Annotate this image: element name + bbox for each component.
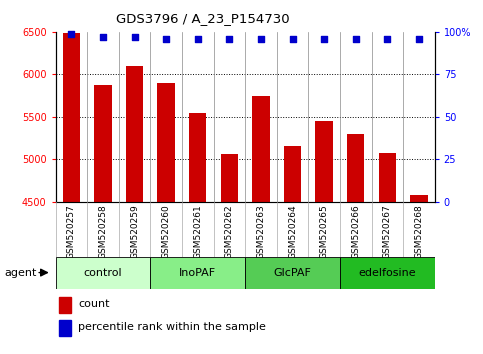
Point (352, 36, 359, 41)
Bar (245, 257, 340, 289)
Bar (221, 154, 238, 202)
Point (99, 34, 107, 40)
Text: GSM520268: GSM520268 (414, 205, 424, 259)
Point (320, 36, 328, 41)
Text: percentile rank within the sample: percentile rank within the sample (78, 322, 266, 332)
Bar (315, 121, 333, 202)
Text: GlcPAF: GlcPAF (273, 268, 312, 278)
Text: GSM520267: GSM520267 (383, 205, 392, 259)
Bar (252, 96, 270, 202)
Text: GSM520261: GSM520261 (193, 205, 202, 259)
Text: GSM520263: GSM520263 (256, 205, 266, 259)
Text: agent: agent (5, 268, 37, 278)
Bar (379, 153, 396, 202)
Text: GSM520264: GSM520264 (288, 205, 297, 259)
Text: GSM520257: GSM520257 (67, 205, 76, 259)
Text: GSM520265: GSM520265 (320, 205, 328, 259)
Text: GSM520260: GSM520260 (162, 205, 170, 259)
Point (384, 36, 391, 41)
Text: control: control (84, 268, 122, 278)
Text: GSM520262: GSM520262 (225, 205, 234, 259)
Text: count: count (78, 299, 110, 309)
Point (194, 36, 201, 41)
Point (162, 36, 170, 41)
Point (415, 36, 423, 41)
Text: InoPAF: InoPAF (179, 268, 216, 278)
Bar (189, 113, 206, 202)
Bar (340, 257, 435, 289)
Text: GDS3796 / A_23_P154730: GDS3796 / A_23_P154730 (116, 12, 290, 25)
Bar (56, 257, 150, 289)
Text: GSM520266: GSM520266 (351, 205, 360, 259)
Point (131, 34, 139, 40)
Point (289, 36, 297, 41)
Bar (150, 257, 245, 289)
Bar (347, 134, 364, 202)
Bar (157, 83, 175, 202)
Text: GSM520259: GSM520259 (130, 205, 139, 259)
Text: edelfosine: edelfosine (358, 268, 416, 278)
Bar (59, 320, 71, 336)
Text: GSM520258: GSM520258 (99, 205, 107, 259)
Bar (284, 146, 301, 202)
Point (68, 31, 75, 36)
Bar (59, 297, 71, 313)
Point (257, 36, 265, 41)
Bar (63, 33, 80, 202)
Bar (94, 85, 112, 202)
Point (226, 36, 233, 41)
Bar (410, 195, 427, 202)
Bar (126, 66, 143, 202)
